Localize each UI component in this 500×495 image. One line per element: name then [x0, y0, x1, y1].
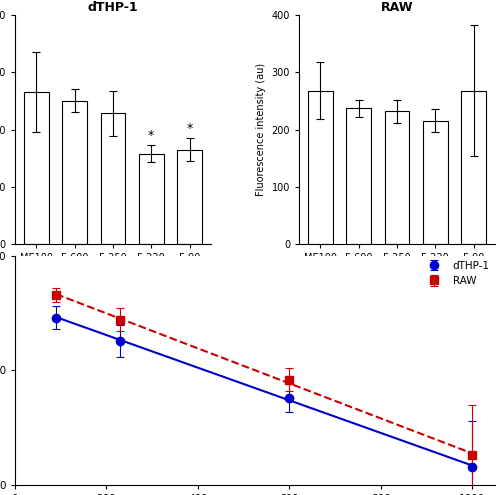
- Text: *: *: [148, 129, 154, 142]
- Bar: [308, 91, 333, 244]
- Bar: [384, 111, 409, 244]
- Title: RAW: RAW: [381, 0, 414, 14]
- Text: *: *: [186, 122, 192, 135]
- Bar: [177, 149, 202, 244]
- Bar: [100, 113, 126, 244]
- Bar: [139, 153, 164, 244]
- Bar: [423, 121, 448, 244]
- Bar: [62, 101, 87, 244]
- Bar: [346, 108, 371, 244]
- Legend: dTHP-1, RAW: dTHP-1, RAW: [424, 261, 490, 286]
- Bar: [24, 92, 49, 244]
- Y-axis label: Fluorescence intensity (au): Fluorescence intensity (au): [256, 63, 266, 196]
- Bar: [461, 91, 486, 244]
- Title: dTHP-1: dTHP-1: [88, 0, 138, 14]
